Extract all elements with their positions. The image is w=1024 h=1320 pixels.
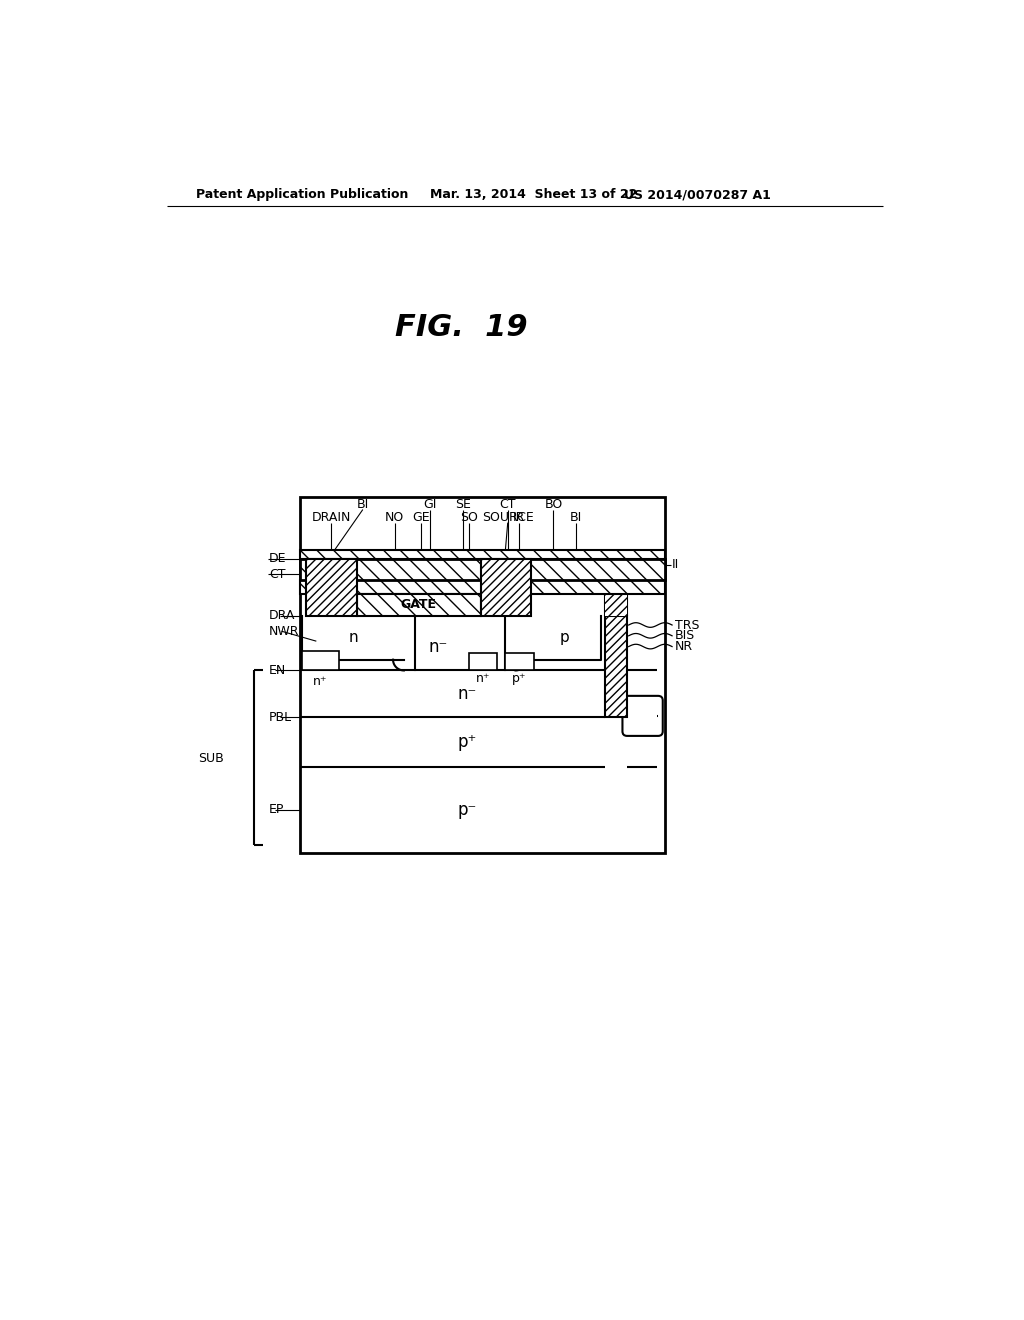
Text: GATE: GATE (400, 598, 436, 611)
Text: BI: BI (569, 511, 582, 524)
Text: EN: EN (269, 664, 287, 677)
Text: CT: CT (269, 568, 286, 581)
Text: SE: SE (455, 499, 471, 511)
Bar (306, 558, 356, 615)
Text: NWR: NWR (269, 624, 300, 638)
Bar (604, 615, 627, 718)
Text: II: II (672, 558, 679, 572)
Bar (300, 498, 665, 853)
Text: NO: NO (385, 511, 404, 524)
Bar (300, 579, 665, 594)
Text: SUB: SUB (198, 751, 223, 764)
Text: p⁻: p⁻ (458, 801, 477, 818)
Text: p⁺: p⁺ (458, 733, 477, 751)
Bar (480, 558, 531, 615)
Text: p⁺: p⁺ (512, 672, 526, 685)
Bar (505, 653, 535, 671)
Text: n⁻: n⁻ (428, 639, 447, 656)
Text: Mar. 13, 2014  Sheet 13 of 22: Mar. 13, 2014 Sheet 13 of 22 (430, 187, 638, 201)
Text: DRA: DRA (269, 610, 296, 622)
Text: SOURCE: SOURCE (482, 511, 534, 524)
Text: n: n (349, 630, 358, 645)
Text: DRAIN: DRAIN (311, 511, 351, 524)
Text: TRS: TRS (675, 619, 699, 631)
Text: EP: EP (269, 804, 285, 816)
Text: DE: DE (269, 552, 287, 565)
Text: p: p (559, 630, 569, 645)
Text: US 2014/0070287 A1: US 2014/0070287 A1 (624, 187, 771, 201)
Text: BI: BI (356, 499, 369, 511)
Bar (302, 651, 339, 671)
Text: CT: CT (500, 499, 516, 511)
Bar (469, 653, 497, 671)
FancyBboxPatch shape (623, 696, 663, 737)
Text: n⁺: n⁺ (313, 675, 328, 688)
Text: Patent Application Publication: Patent Application Publication (197, 187, 409, 201)
Text: SO: SO (460, 511, 478, 524)
Text: IR: IR (513, 511, 525, 524)
Bar (300, 549, 665, 558)
Text: n⁺: n⁺ (476, 672, 490, 685)
Bar (604, 549, 627, 615)
Text: PBL: PBL (269, 711, 292, 723)
Text: BIS: BIS (675, 630, 695, 643)
Text: n⁻: n⁻ (458, 685, 477, 704)
Text: GE: GE (412, 511, 430, 524)
Bar (356, 594, 480, 615)
Text: FIG.  19: FIG. 19 (395, 313, 527, 342)
Text: GI: GI (424, 499, 437, 511)
Bar (300, 558, 665, 579)
Text: BO: BO (545, 499, 562, 511)
Text: NR: NR (675, 640, 693, 653)
